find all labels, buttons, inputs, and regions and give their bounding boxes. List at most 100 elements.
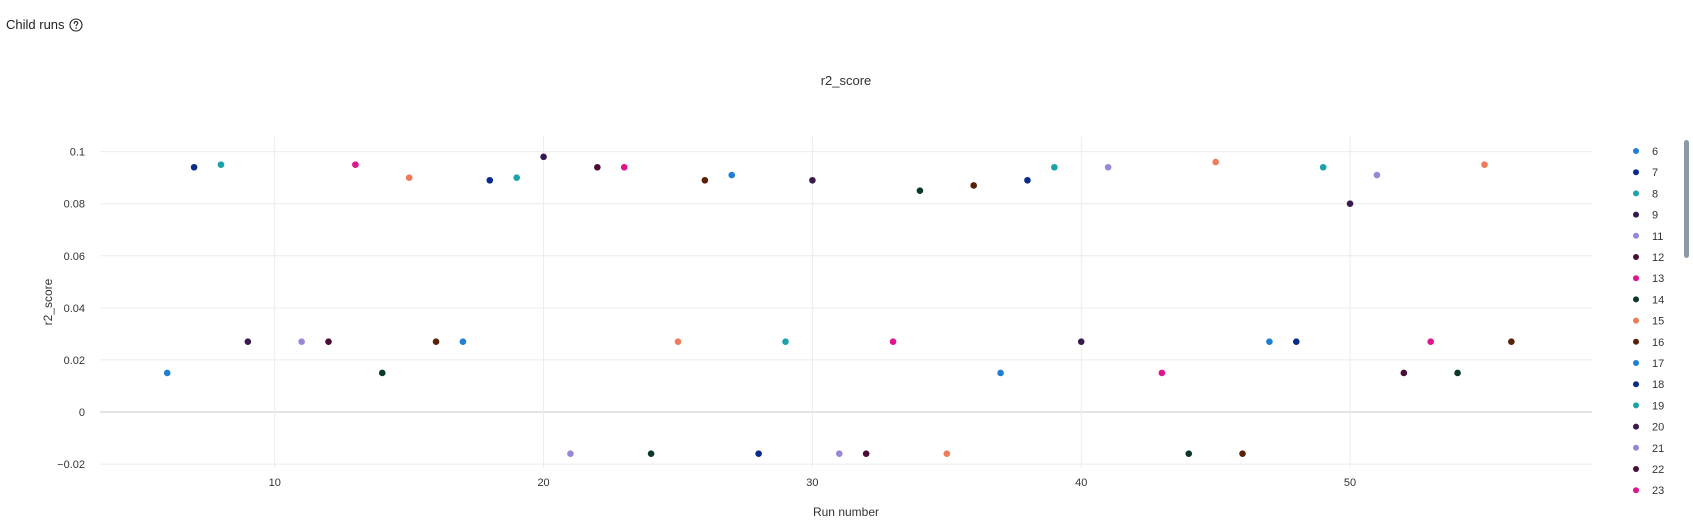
legend-item[interactable]: 19	[1633, 400, 1664, 412]
data-point[interactable]	[298, 338, 305, 346]
data-point[interactable]	[405, 174, 413, 181]
legend-scrollbar-thumb[interactable]	[1684, 140, 1689, 258]
legend-marker	[1633, 487, 1639, 494]
data-point[interactable]	[217, 161, 225, 168]
legend-label: 19	[1652, 400, 1664, 412]
legend-item[interactable]: 7	[1633, 167, 1658, 179]
data-point[interactable]	[325, 338, 332, 346]
data-point[interactable]	[432, 338, 440, 346]
data-point[interactable]	[835, 450, 843, 457]
data-point[interactable]	[1158, 369, 1166, 377]
legend-label: 20	[1652, 422, 1664, 434]
chart-title: r2_score	[821, 73, 872, 88]
legend-item[interactable]: 20	[1633, 422, 1664, 434]
data-point[interactable]	[755, 450, 762, 457]
legend-marker	[1633, 296, 1639, 303]
data-point[interactable]	[1185, 450, 1193, 457]
data-point[interactable]	[1292, 338, 1300, 346]
legend-marker	[1633, 423, 1639, 430]
data-point[interactable]	[486, 176, 494, 184]
grid-lines	[100, 136, 1592, 468]
legend-item[interactable]: 23	[1633, 485, 1664, 497]
section-title: Child runs	[6, 17, 65, 32]
data-point[interactable]	[1024, 176, 1031, 184]
data-point[interactable]	[782, 338, 789, 346]
x-tick-label: 10	[269, 477, 281, 489]
data-point[interactable]	[378, 369, 386, 377]
data-point[interactable]	[620, 163, 628, 171]
data-point[interactable]	[943, 450, 951, 457]
data-point[interactable]	[728, 171, 736, 179]
legend-item[interactable]: 17	[1633, 358, 1664, 370]
legend-label: 11	[1652, 231, 1663, 243]
legend-label: 6	[1652, 146, 1658, 158]
data-point[interactable]	[352, 161, 359, 168]
data-point[interactable]	[1212, 158, 1219, 166]
data-point[interactable]	[244, 338, 252, 346]
legend-marker	[1633, 254, 1639, 260]
y-tick-label: 0.06	[64, 251, 85, 263]
data-point[interactable]	[1266, 338, 1273, 346]
data-point[interactable]	[647, 450, 655, 457]
data-point[interactable]	[163, 369, 171, 377]
legend: 6 7 8 9 11 12 13 14 15 16 17 18 19 20 21 22 23	[1633, 146, 1664, 497]
legend-item[interactable]: 14	[1633, 294, 1664, 306]
legend-label: 16	[1652, 337, 1664, 349]
legend-item[interactable]: 11	[1633, 231, 1663, 243]
legend-item[interactable]: 9	[1633, 210, 1658, 222]
data-points	[163, 153, 1515, 457]
data-point[interactable]	[190, 163, 198, 171]
data-point[interactable]	[701, 176, 709, 184]
data-point[interactable]	[862, 450, 870, 457]
data-point[interactable]	[1104, 163, 1112, 171]
legend-item[interactable]: 8	[1633, 188, 1658, 200]
legend-item[interactable]: 22	[1633, 464, 1664, 476]
data-point[interactable]	[809, 176, 816, 184]
x-tick-label: 40	[1075, 477, 1087, 489]
data-point[interactable]	[513, 174, 520, 181]
data-point[interactable]	[997, 369, 1004, 377]
data-point[interactable]	[1239, 450, 1246, 457]
legend-marker	[1633, 381, 1639, 388]
data-point[interactable]	[1346, 200, 1354, 208]
legend-item[interactable]: 15	[1633, 316, 1664, 328]
legend-item[interactable]: 13	[1633, 273, 1664, 285]
data-point[interactable]	[1077, 338, 1085, 346]
data-point[interactable]	[1400, 369, 1408, 377]
data-point[interactable]	[1454, 369, 1461, 377]
legend-item[interactable]: 21	[1633, 443, 1664, 455]
data-point[interactable]	[1508, 338, 1515, 346]
legend-marker	[1633, 148, 1639, 154]
question-circle-icon[interactable]	[68, 17, 83, 32]
data-point[interactable]	[916, 187, 924, 194]
data-point[interactable]	[1373, 171, 1381, 179]
data-point[interactable]	[1427, 338, 1435, 346]
legend-label: 7	[1652, 167, 1658, 179]
x-tick-label: 50	[1344, 477, 1356, 489]
data-point[interactable]	[1051, 163, 1058, 171]
y-axis-title: r2_score	[41, 278, 55, 325]
legend-label: 12	[1652, 252, 1664, 264]
data-point[interactable]	[567, 450, 574, 457]
data-point[interactable]	[1319, 163, 1327, 171]
data-point[interactable]	[1481, 161, 1488, 168]
data-point[interactable]	[970, 182, 977, 189]
legend-label: 9	[1652, 210, 1658, 222]
y-tick-label: 0	[79, 407, 85, 419]
data-point[interactable]	[594, 163, 601, 171]
legend-item[interactable]: 6	[1633, 146, 1658, 158]
legend-marker	[1633, 190, 1639, 197]
legend-marker	[1633, 338, 1639, 345]
legend-item[interactable]: 12	[1633, 252, 1664, 264]
x-tick-label: 30	[806, 477, 818, 489]
data-point[interactable]	[674, 338, 682, 346]
data-point[interactable]	[459, 338, 467, 346]
data-point[interactable]	[540, 153, 547, 161]
x-axis-title: Run number	[813, 505, 879, 519]
data-point[interactable]	[889, 338, 897, 346]
legend-item[interactable]: 18	[1633, 379, 1664, 391]
legend-marker	[1633, 232, 1639, 239]
legend-item[interactable]: 16	[1633, 337, 1664, 349]
legend-label: 18	[1652, 379, 1664, 391]
